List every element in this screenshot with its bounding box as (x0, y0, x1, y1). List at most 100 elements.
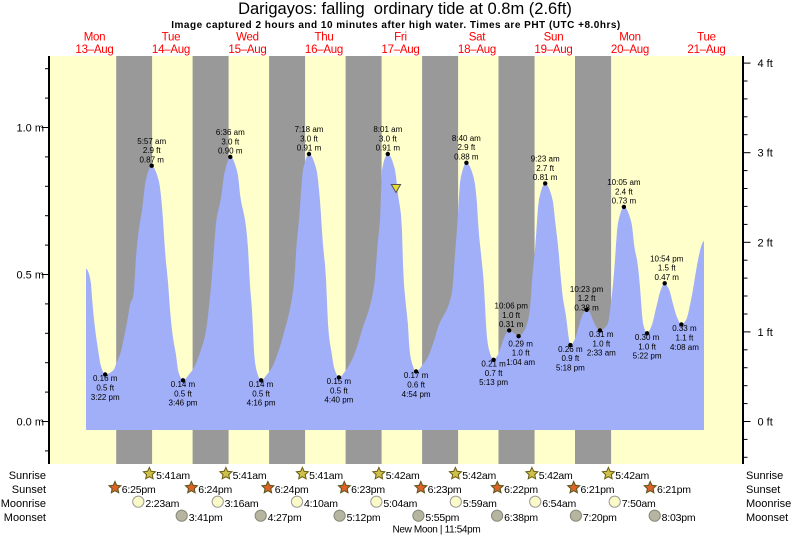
svg-text:Wed: Wed (236, 32, 259, 44)
svg-text:7:18 am: 7:18 am (295, 125, 324, 134)
svg-text:15–Aug: 15–Aug (228, 44, 266, 56)
svg-text:3:41pm: 3:41pm (189, 512, 223, 524)
svg-text:1.0 m: 1.0 m (16, 123, 44, 135)
svg-text:0.31 m: 0.31 m (589, 330, 614, 339)
svg-text:3:22 pm: 3:22 pm (91, 393, 120, 402)
svg-text:2.4 ft: 2.4 ft (615, 187, 634, 196)
svg-text:6:24pm: 6:24pm (275, 484, 309, 496)
svg-text:20–Aug: 20–Aug (611, 44, 649, 56)
svg-text:Tue: Tue (162, 32, 181, 44)
svg-text:0.88 m: 0.88 m (454, 152, 479, 161)
svg-text:2.7 ft: 2.7 ft (536, 164, 555, 173)
svg-text:Moonset: Moonset (746, 512, 788, 524)
svg-text:1.0 ft: 1.0 ft (592, 339, 611, 348)
svg-text:6:23pm: 6:23pm (351, 484, 385, 496)
svg-text:Sunrise: Sunrise (9, 470, 46, 482)
svg-text:2:23am: 2:23am (145, 498, 179, 510)
svg-text:6:21pm: 6:21pm (581, 484, 615, 496)
svg-text:16–Aug: 16–Aug (305, 44, 343, 56)
svg-text:5:42am: 5:42am (386, 470, 420, 482)
svg-text:0.5 ft: 0.5 ft (330, 386, 349, 395)
svg-text:Sunset: Sunset (746, 484, 780, 496)
svg-text:3.0 ft: 3.0 ft (300, 134, 319, 143)
svg-text:2.9 ft: 2.9 ft (143, 146, 162, 155)
svg-text:4:08 am: 4:08 am (670, 343, 699, 352)
svg-text:1 ft: 1 ft (758, 327, 773, 339)
svg-text:6:24pm: 6:24pm (198, 484, 232, 496)
svg-text:6:38pm: 6:38pm (504, 512, 538, 524)
svg-text:0.5 ft: 0.5 ft (96, 383, 115, 392)
svg-text:0 ft: 0 ft (758, 417, 773, 429)
svg-text:10:05 am: 10:05 am (607, 178, 641, 187)
svg-text:0.14 m: 0.14 m (249, 380, 274, 389)
svg-text:10:23 pm: 10:23 pm (570, 285, 604, 294)
svg-text:1.0 ft: 1.0 ft (638, 342, 657, 351)
svg-text:5:42am: 5:42am (462, 470, 496, 482)
svg-text:21–Aug: 21–Aug (687, 44, 725, 56)
svg-text:5:04am: 5:04am (383, 498, 417, 510)
svg-text:6:23pm: 6:23pm (428, 484, 462, 496)
svg-text:6:22pm: 6:22pm (504, 484, 538, 496)
svg-text:0.21 m: 0.21 m (481, 359, 506, 368)
svg-text:5:42am: 5:42am (539, 470, 573, 482)
svg-text:0.16 m: 0.16 m (93, 374, 118, 383)
svg-text:8:01 am: 8:01 am (373, 125, 402, 134)
svg-text:7:20pm: 7:20pm (583, 512, 617, 524)
svg-text:19–Aug: 19–Aug (534, 44, 572, 56)
svg-text:0.5 ft: 0.5 ft (252, 389, 271, 398)
svg-text:5:41am: 5:41am (156, 470, 190, 482)
svg-text:Sunrise: Sunrise (746, 470, 783, 482)
svg-text:0.47 m: 0.47 m (655, 273, 680, 282)
svg-text:1.5 ft: 1.5 ft (658, 264, 677, 273)
svg-text:2:33 am: 2:33 am (587, 349, 616, 358)
svg-text:6:25pm: 6:25pm (122, 484, 156, 496)
svg-text:9:23 am: 9:23 am (531, 154, 560, 163)
svg-text:6:36 am: 6:36 am (216, 128, 245, 137)
svg-text:3:46 pm: 3:46 pm (169, 399, 198, 408)
svg-text:8:40 am: 8:40 am (452, 134, 481, 143)
svg-text:0.9 ft: 0.9 ft (561, 354, 580, 363)
svg-text:6:21pm: 6:21pm (657, 484, 691, 496)
svg-text:0.17 m: 0.17 m (404, 371, 429, 380)
svg-text:Sat: Sat (469, 32, 487, 44)
svg-text:5:55pm: 5:55pm (425, 512, 459, 524)
svg-text:0.33 m: 0.33 m (672, 324, 697, 333)
svg-text:0.91 m: 0.91 m (376, 144, 401, 153)
svg-text:3 ft: 3 ft (758, 148, 773, 160)
svg-text:5:57 am: 5:57 am (137, 137, 166, 146)
svg-text:Moonrise: Moonrise (1, 498, 46, 510)
svg-text:4:16 pm: 4:16 pm (247, 399, 276, 408)
svg-text:14–Aug: 14–Aug (152, 44, 190, 56)
svg-text:1.2 ft: 1.2 ft (578, 294, 597, 303)
svg-text:4:40 pm: 4:40 pm (324, 396, 353, 405)
svg-text:3.0 ft: 3.0 ft (379, 134, 398, 143)
svg-text:5:41am: 5:41am (233, 470, 267, 482)
svg-text:4 ft: 4 ft (758, 58, 773, 70)
svg-text:5:22 pm: 5:22 pm (633, 352, 662, 361)
svg-text:Sunset: Sunset (12, 484, 46, 496)
svg-text:0.91 m: 0.91 m (297, 144, 322, 153)
svg-text:Darigayos: falling ordinary t: Darigayos: falling ordinary tide at 0.8m… (238, 0, 572, 18)
svg-text:10:06 pm: 10:06 pm (495, 301, 529, 310)
svg-text:0.87 m: 0.87 m (139, 155, 164, 164)
svg-text:6:54am: 6:54am (542, 498, 576, 510)
svg-text:Image captured 2 hours and 10: Image captured 2 hours and 10 minutes af… (171, 20, 621, 31)
svg-text:1.0 ft: 1.0 ft (502, 311, 521, 320)
svg-text:2 ft: 2 ft (758, 237, 773, 249)
svg-text:Thu: Thu (314, 32, 333, 44)
svg-text:5:12pm: 5:12pm (347, 512, 381, 524)
svg-text:0.30 m: 0.30 m (635, 333, 660, 342)
svg-text:18–Aug: 18–Aug (458, 44, 496, 56)
svg-text:0.38 m: 0.38 m (574, 303, 599, 312)
svg-text:1.1 ft: 1.1 ft (676, 333, 695, 342)
svg-text:4:10am: 4:10am (304, 498, 338, 510)
svg-text:0.5 m: 0.5 m (16, 270, 44, 282)
svg-text:Moonrise: Moonrise (746, 498, 791, 510)
svg-text:5:42am: 5:42am (615, 470, 649, 482)
svg-text:1.0 ft: 1.0 ft (512, 349, 531, 358)
svg-text:0.6 ft: 0.6 ft (407, 381, 426, 390)
svg-text:10:54 pm: 10:54 pm (650, 254, 684, 263)
svg-text:0.15 m: 0.15 m (327, 377, 352, 386)
svg-text:2.9 ft: 2.9 ft (457, 143, 476, 152)
svg-text:1:04 am: 1:04 am (506, 358, 535, 367)
